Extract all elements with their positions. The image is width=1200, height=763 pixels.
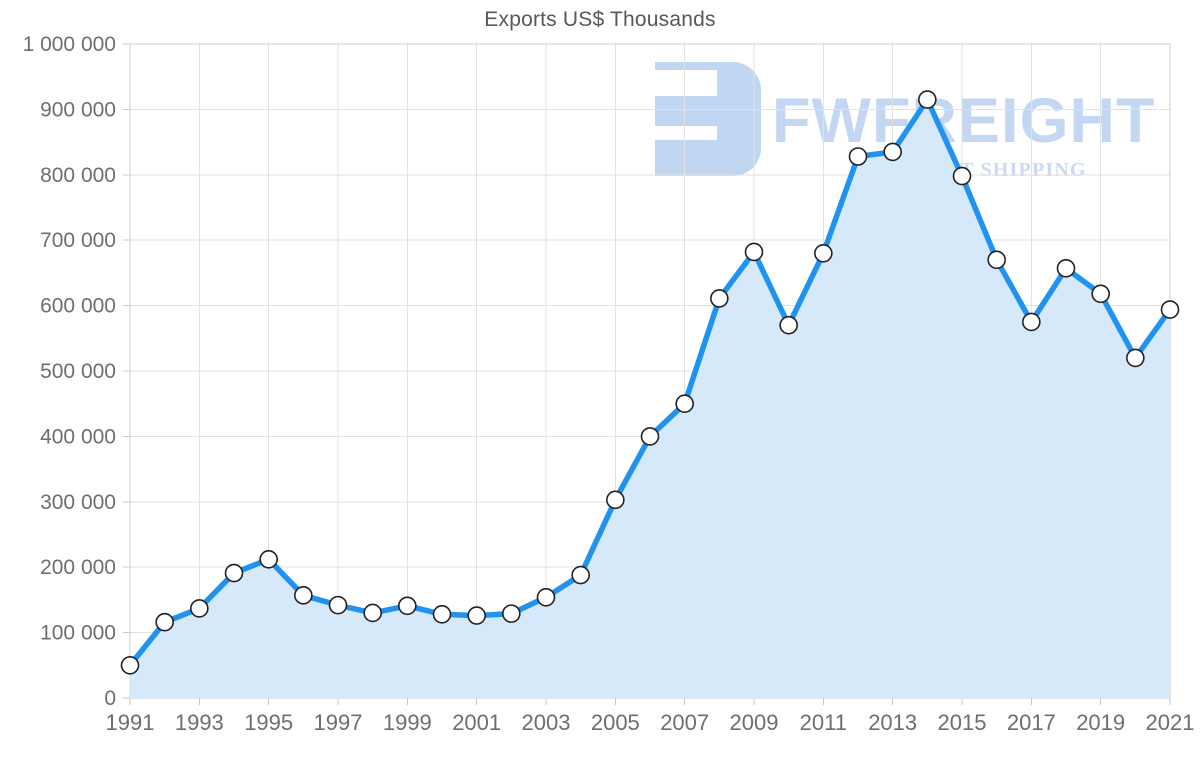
data-point-marker[interactable] (1091, 284, 1110, 304)
x-axis-tick-label: 2005 (591, 710, 640, 735)
x-axis-tick-label: 2019 (1076, 710, 1125, 735)
data-point-marker[interactable] (710, 289, 729, 308)
y-axis-tick-label: 500 000 (40, 360, 116, 383)
x-axis-tick-label: 1993 (175, 710, 224, 735)
data-point-marker[interactable] (259, 550, 278, 569)
y-axis-tick-label: 400 000 (40, 425, 116, 448)
x-axis-tick-label: 2009 (730, 710, 779, 735)
data-point-marker[interactable] (952, 166, 972, 186)
data-point-marker[interactable] (467, 606, 486, 625)
y-axis-tick-label: 300 000 (40, 491, 116, 514)
x-axis-tick-label: 2013 (868, 710, 917, 735)
x-axis-tick-label: 1997 (314, 710, 363, 735)
x-axis-tick-label: 1999 (383, 710, 432, 735)
x-axis-tick-label: 1995 (244, 710, 293, 735)
data-point-marker[interactable] (1056, 259, 1076, 278)
x-axis-labels: 1991 1993 1995 1997 1999 2001 2003 2005 2007 2009… (106, 710, 1195, 735)
data-series (120, 90, 1180, 699)
data-point-marker[interactable] (398, 596, 417, 616)
x-axis-tick-label: 1991 (106, 710, 155, 735)
data-point-marker[interactable] (536, 587, 556, 607)
x-axis-tick-label: 2007 (660, 710, 709, 735)
data-point-marker[interactable] (502, 604, 521, 623)
data-point-marker[interactable] (1126, 348, 1145, 368)
data-point-marker[interactable] (432, 604, 452, 624)
y-axis-tick-label: 0 (104, 687, 116, 710)
y-axis-tick-label: 700 000 (40, 229, 116, 252)
data-point-marker[interactable] (883, 142, 902, 162)
data-point-marker[interactable] (814, 243, 833, 263)
data-point-marker[interactable] (571, 565, 590, 585)
data-point-marker[interactable] (640, 427, 660, 446)
data-point-marker[interactable] (328, 595, 348, 615)
data-point-marker[interactable] (155, 612, 174, 632)
y-axis-labels: 0 100 000 200 000 300 000 400 000 500 000 600 … (23, 33, 116, 710)
series-area-fill (130, 99, 1170, 699)
data-point-marker[interactable] (1022, 312, 1041, 332)
y-axis-tick-label: 200 000 (40, 556, 116, 579)
data-point-marker[interactable] (987, 250, 1006, 270)
data-point-marker[interactable] (363, 603, 382, 623)
x-axis-tick-label: 2017 (1007, 710, 1056, 735)
data-point-marker[interactable] (224, 563, 244, 583)
x-axis-tick-label: 2015 (938, 710, 987, 735)
y-axis-tick-label: 100 000 (40, 622, 116, 645)
y-axis-tick-label: 1 000 000 (23, 33, 116, 56)
y-axis-tick-label: 600 000 (40, 295, 116, 318)
chart-title: Exports US$ Thousands (484, 8, 716, 31)
data-point-marker[interactable] (120, 655, 140, 675)
data-point-marker[interactable] (848, 147, 868, 166)
x-axis-tick-label: 2021 (1146, 710, 1195, 735)
x-axis-tick-label: 2001 (452, 710, 501, 735)
data-point-marker[interactable] (294, 586, 313, 605)
x-axis-tick-label: 2011 (800, 710, 847, 735)
watermark-logo-icon (655, 62, 761, 176)
x-axis-tick-label: 2003 (522, 710, 571, 735)
watermark-brand-text: FWFREIGHT (772, 86, 1155, 156)
y-axis-tick-label: 800 000 (40, 164, 116, 187)
data-point-marker[interactable] (190, 599, 209, 618)
data-point-marker[interactable] (779, 315, 798, 335)
data-point-marker[interactable] (1160, 300, 1180, 319)
data-point-marker[interactable] (675, 394, 694, 414)
data-point-marker[interactable] (606, 490, 625, 510)
data-point-marker[interactable] (744, 242, 764, 262)
y-axis-tick-label: 900 000 (40, 98, 116, 121)
data-point-marker[interactable] (918, 90, 937, 109)
